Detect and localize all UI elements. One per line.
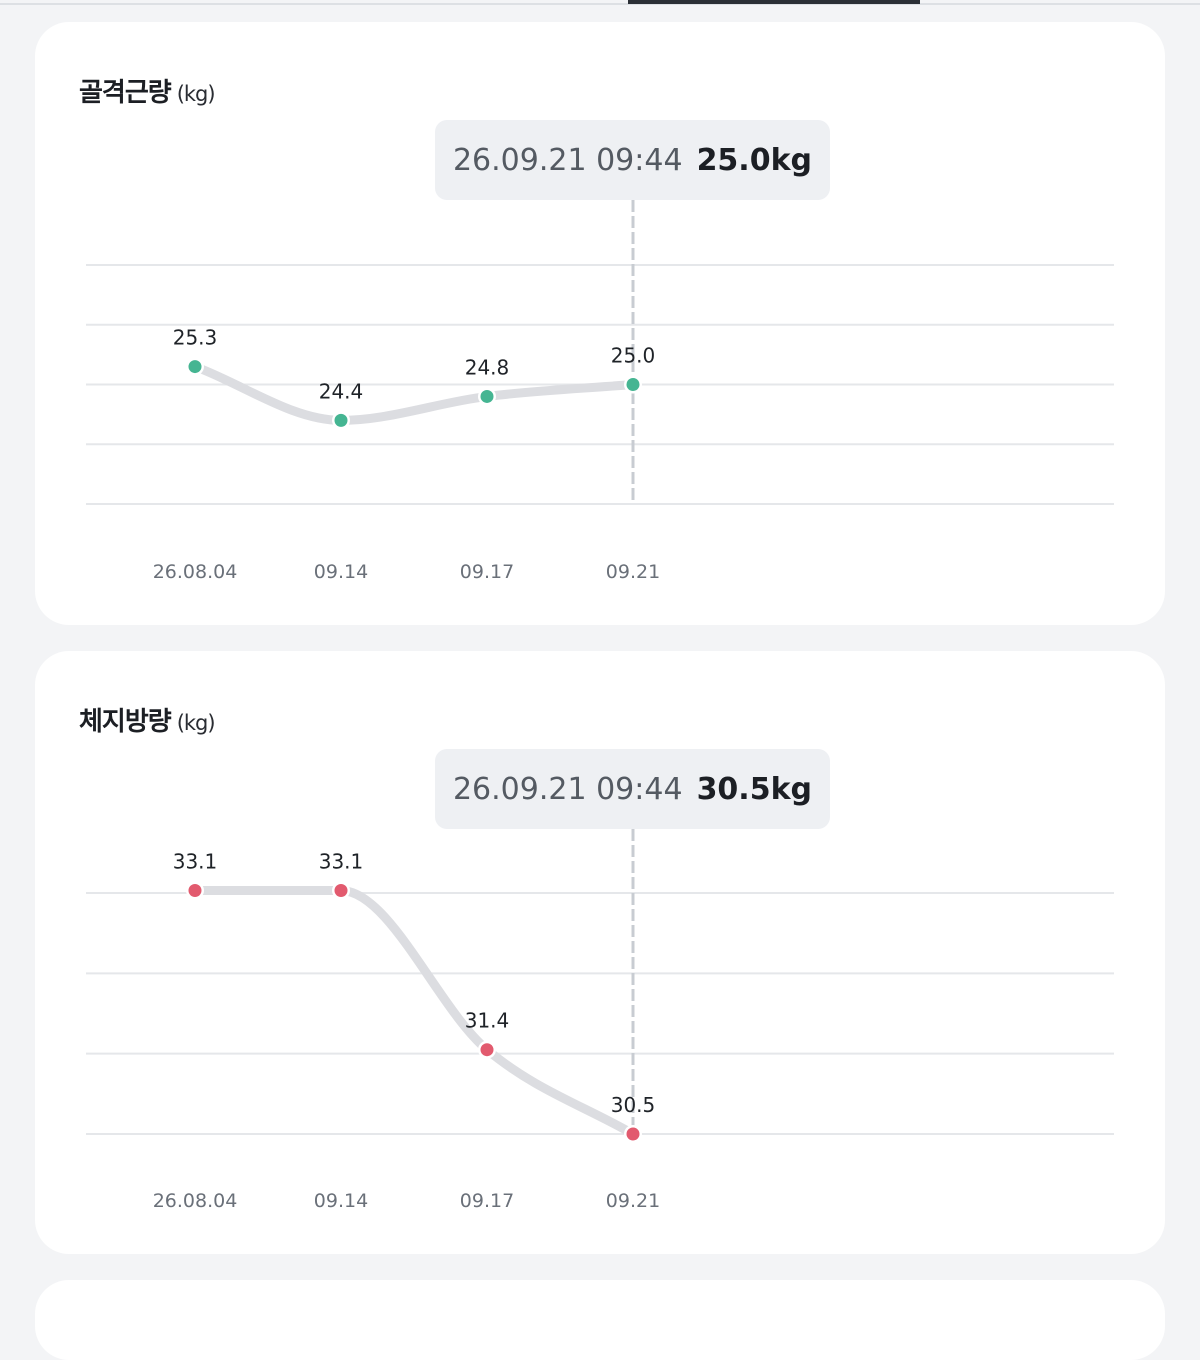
data-point bbox=[188, 883, 202, 897]
x-tick-label: 09.21 bbox=[606, 561, 660, 583]
card-title: 골격근량 (kg) bbox=[79, 72, 216, 109]
data-point bbox=[334, 413, 348, 427]
x-tick-label: 09.14 bbox=[314, 561, 368, 583]
data-label: 31.4 bbox=[465, 1009, 510, 1033]
x-tick-label: 09.14 bbox=[314, 1190, 368, 1212]
x-tick-label: 09.21 bbox=[606, 1190, 660, 1212]
chart-unit: (kg) bbox=[176, 82, 216, 106]
data-label: 24.4 bbox=[319, 379, 364, 403]
x-tick-label: 09.17 bbox=[460, 561, 514, 583]
chart-tooltip: 26.09.21 09:44 30.5kg bbox=[435, 749, 830, 829]
data-point bbox=[480, 1043, 494, 1057]
tab-active-indicator bbox=[628, 0, 920, 4]
chart-tooltip: 26.09.21 09:44 25.0kg bbox=[435, 120, 830, 200]
data-label: 25.3 bbox=[173, 326, 218, 350]
skeletal-muscle-card: 골격근량 (kg) 26.09.21 09:44 25.0kg 25.3 26.08… bbox=[35, 22, 1165, 625]
x-tick-label: 26.08.04 bbox=[153, 1190, 238, 1212]
data-point bbox=[626, 1127, 640, 1141]
tooltip-date: 26.09.21 09:44 bbox=[452, 771, 683, 807]
tooltip-date: 26.09.21 09:44 bbox=[452, 142, 683, 178]
next-card bbox=[35, 1280, 1165, 1360]
data-point bbox=[334, 883, 348, 897]
chart-title: 체지방량 bbox=[79, 707, 172, 737]
chart-title: 골격근량 bbox=[79, 78, 172, 108]
x-tick-label: 09.17 bbox=[460, 1190, 514, 1212]
series-line bbox=[190, 362, 638, 425]
data-label: 33.1 bbox=[319, 849, 364, 873]
card-title: 체지방량 (kg) bbox=[79, 701, 216, 738]
series-line bbox=[190, 885, 638, 1139]
data-label: 30.5 bbox=[611, 1093, 656, 1117]
tooltip-value: 30.5kg bbox=[696, 771, 813, 807]
data-point bbox=[480, 389, 494, 403]
skeletal-muscle-chart[interactable]: 25.3 26.08.04 24.4 09.14 24.8 09.17 25.0 09.21 bbox=[35, 22, 1165, 625]
tooltip-value: 25.0kg bbox=[696, 142, 813, 178]
body-fat-chart[interactable]: 33.1 26.08.04 33.1 09.14 31.4 09.17 30.5 09.21 bbox=[35, 651, 1165, 1254]
data-point bbox=[188, 360, 202, 374]
data-label: 24.8 bbox=[465, 355, 510, 379]
tab-indicator-bar bbox=[0, 0, 1200, 5]
data-label: 33.1 bbox=[173, 849, 218, 873]
chart-unit: (kg) bbox=[176, 711, 216, 735]
data-label: 25.0 bbox=[611, 344, 656, 368]
data-point bbox=[626, 378, 640, 391]
tab-bar-divider bbox=[0, 3, 1200, 5]
x-tick-label: 26.08.04 bbox=[153, 561, 238, 583]
body-fat-card: 체지방량 (kg) 26.09.21 09:44 30.5kg 33.1 26.08… bbox=[35, 651, 1165, 1254]
